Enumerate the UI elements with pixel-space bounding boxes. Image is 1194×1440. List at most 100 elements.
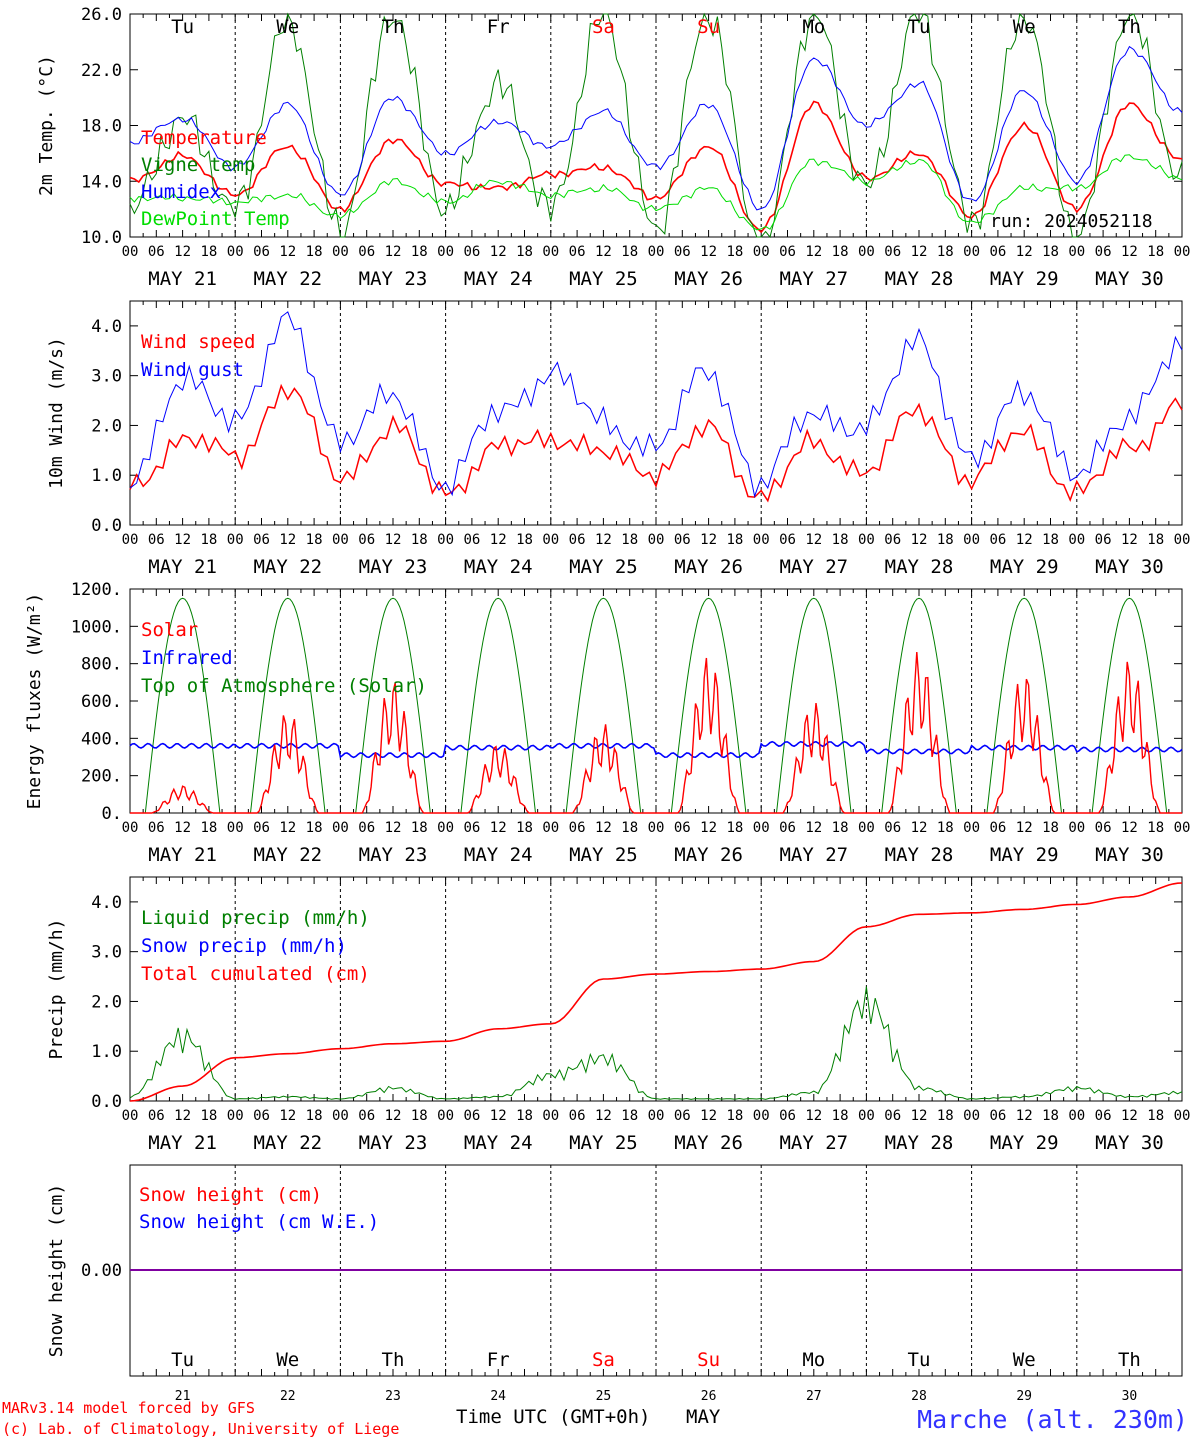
hour-label: 18 (411, 1108, 428, 1124)
hour-label: 00 (542, 244, 559, 260)
day-number: 26 (701, 1389, 717, 1404)
hour-label: 12 (490, 532, 507, 548)
hour-label: 18 (1042, 1108, 1059, 1124)
hour-label: 00 (437, 244, 454, 260)
hour-label: 18 (937, 532, 954, 548)
day-number: 24 (490, 1389, 506, 1404)
hour-label: 12 (805, 1108, 822, 1124)
hour-label: 00 (858, 532, 875, 548)
hour-label: 00 (227, 244, 244, 260)
hour-label: 00 (648, 1108, 665, 1124)
hour-label: 06 (358, 244, 375, 260)
date-label: MAY 26 (674, 844, 743, 866)
hour-label: 06 (358, 1108, 375, 1124)
date-label: MAY 27 (779, 1132, 848, 1154)
hour-label: 18 (726, 532, 743, 548)
legend-entry: Liquid precip (mm/h) (141, 907, 370, 929)
legend-entry: Solar (141, 619, 198, 641)
hour-label: 18 (1042, 244, 1059, 260)
hour-label: 00 (963, 532, 980, 548)
hour-label: 06 (358, 820, 375, 836)
time-axis-label: Time UTC (GMT+0h) (456, 1406, 650, 1428)
hour-label: 00 (858, 244, 875, 260)
hour-label: 06 (463, 532, 480, 548)
date-label: MAY 24 (464, 844, 533, 866)
hour-label: 00 (1068, 820, 1085, 836)
hour-label: 06 (674, 1108, 691, 1124)
date-label: MAY 23 (359, 844, 428, 866)
hour-label: 06 (779, 244, 796, 260)
hour-label: 00 (1174, 532, 1191, 548)
hour-label: 06 (1095, 244, 1112, 260)
day-abbr-top: Mo (802, 16, 825, 38)
date-label: MAY 26 (674, 556, 743, 578)
hour-label: 00 (753, 1108, 770, 1124)
hour-label: 06 (674, 820, 691, 836)
y-tick-label: 1000. (71, 617, 122, 637)
legend-entry: DewPoint Temp (141, 208, 290, 230)
hour-label: 00 (753, 532, 770, 548)
hour-label: 12 (1016, 820, 1033, 836)
hour-label: 12 (1121, 244, 1138, 260)
y-axis-label: Snow height (cm) (46, 1184, 67, 1357)
hour-label: 06 (884, 532, 901, 548)
hour-label: 00 (1174, 1108, 1191, 1124)
date-label: MAY 30 (1095, 556, 1164, 578)
date-label: MAY 25 (569, 844, 638, 866)
hour-label: 06 (569, 244, 586, 260)
date-label: MAY 27 (779, 268, 848, 290)
hour-label: 06 (884, 244, 901, 260)
date-label: MAY 23 (359, 1132, 428, 1154)
date-label: MAY 27 (779, 556, 848, 578)
hour-label: 00 (648, 532, 665, 548)
hour-label: 12 (1121, 532, 1138, 548)
hour-label: 00 (858, 820, 875, 836)
station-label: Marche (alt. 230m) (917, 1405, 1188, 1434)
hour-label: 12 (911, 244, 928, 260)
hour-label: 18 (937, 820, 954, 836)
hour-label: 06 (779, 532, 796, 548)
hour-label: 00 (332, 820, 349, 836)
hour-label: 06 (674, 532, 691, 548)
hour-label: 00 (332, 1108, 349, 1124)
legend-entry: Temperature (141, 127, 267, 149)
y-tick-label: 200. (81, 767, 122, 787)
hour-label: 00 (437, 532, 454, 548)
temp-series-line-4 (129, 154, 1183, 231)
hour-label: 06 (674, 244, 691, 260)
hour-label: 06 (253, 820, 270, 836)
y-tick-label: 600. (81, 692, 122, 712)
hour-label: 12 (700, 820, 717, 836)
y-tick-label: 0.0 (91, 516, 122, 536)
hour-label: 18 (832, 532, 849, 548)
hour-label: 12 (279, 1108, 296, 1124)
panel-4 (129, 876, 1183, 1102)
hour-label: 06 (148, 244, 165, 260)
y-tick-label: 1.0 (91, 1042, 122, 1062)
hour-label: 18 (306, 244, 323, 260)
legend-entry: Humidex (141, 181, 221, 203)
y-tick-label: 1.0 (91, 466, 122, 486)
hour-label: 06 (989, 1108, 1006, 1124)
date-label: MAY 23 (359, 268, 428, 290)
hour-label: 00 (858, 1108, 875, 1124)
date-label: MAY 21 (148, 1132, 217, 1154)
date-label: MAY 30 (1095, 844, 1164, 866)
day-abbr-bottom: Fr (487, 1349, 510, 1371)
hour-label: 18 (726, 244, 743, 260)
hour-label: 00 (122, 1108, 139, 1124)
hour-label: 12 (805, 820, 822, 836)
hour-label: 18 (937, 244, 954, 260)
hour-label: 18 (832, 820, 849, 836)
hour-label: 00 (437, 820, 454, 836)
hour-label: 00 (1068, 244, 1085, 260)
hour-label: 06 (989, 532, 1006, 548)
date-label: MAY 29 (990, 1132, 1059, 1154)
date-label: MAY 24 (464, 1132, 533, 1154)
day-abbr-top: Th (382, 16, 405, 38)
day-number: 21 (175, 1389, 191, 1404)
hour-label: 06 (463, 1108, 480, 1124)
panel-frame (129, 588, 1183, 814)
y-axis-label: Energy fluxes (W/m²) (24, 593, 45, 810)
hour-label: 00 (1174, 820, 1191, 836)
